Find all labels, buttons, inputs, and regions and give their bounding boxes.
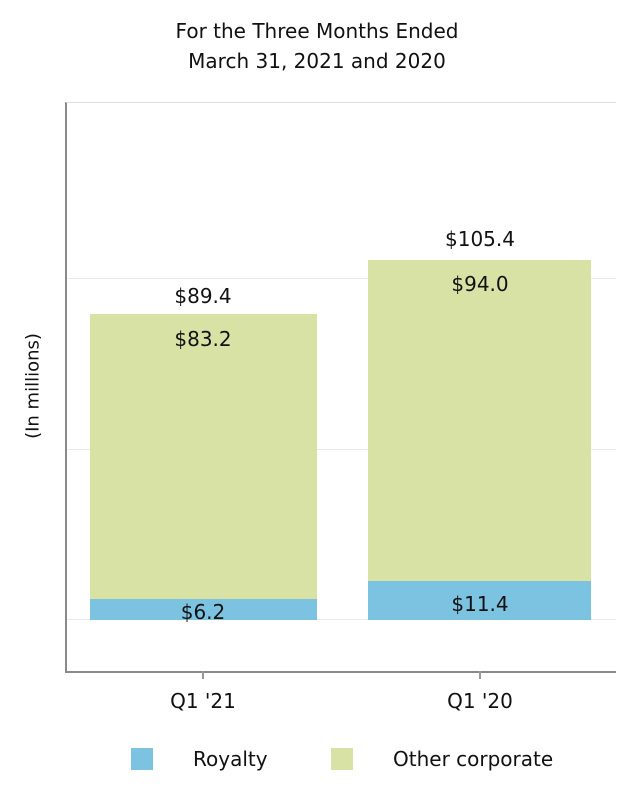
plot-area: $89.4 $83.2 $6.2 $105.4 $94.0 $11.4 Q1 '… <box>65 102 616 713</box>
x-tick-label-q1-21: Q1 '21 <box>170 689 236 713</box>
legend-swatch-royalty <box>131 748 153 770</box>
segment-label-royalty-q1-21: $6.2 <box>180 600 226 624</box>
chart-title: For the Three Months Ended March 31, 202… <box>0 16 634 76</box>
x-tick-q1-20 <box>479 671 481 679</box>
segment-label-other-q1-20: $94.0 <box>451 272 509 296</box>
total-label-q1-21: $89.4 <box>174 284 232 308</box>
bar-segment-other-corporate-q1-21 <box>90 314 317 599</box>
bar-segment-royalty-q1-21 <box>90 598 317 620</box>
legend-swatch-other-corporate <box>331 748 353 770</box>
segment-label-royalty-q1-20: $11.4 <box>451 592 509 616</box>
bar-segment-royalty-q1-20 <box>368 581 591 620</box>
total-label-q1-20: $105.4 <box>445 227 515 251</box>
y-axis-label: (In millions) <box>22 333 44 439</box>
legend: Royalty Other corporate <box>0 735 634 785</box>
bar-segment-other-corporate-q1-20 <box>368 259 591 581</box>
bar-q1-21 <box>90 103 317 620</box>
legend-label-royalty: Royalty <box>193 747 268 771</box>
bar-q1-20 <box>368 103 591 620</box>
x-tick-label-q1-20: Q1 '20 <box>447 689 513 713</box>
gridline-50 <box>67 449 616 450</box>
legend-label-other-corporate: Other corporate <box>393 747 554 771</box>
segment-label-other-q1-21: $83.2 <box>174 327 232 351</box>
gridline-0 <box>67 619 616 620</box>
chart-title-line-2: March 31, 2021 and 2020 <box>188 49 446 73</box>
chart-title-line-1: For the Three Months Ended <box>175 19 459 43</box>
x-tick-q1-21 <box>202 671 204 679</box>
gridline-100 <box>67 278 616 279</box>
